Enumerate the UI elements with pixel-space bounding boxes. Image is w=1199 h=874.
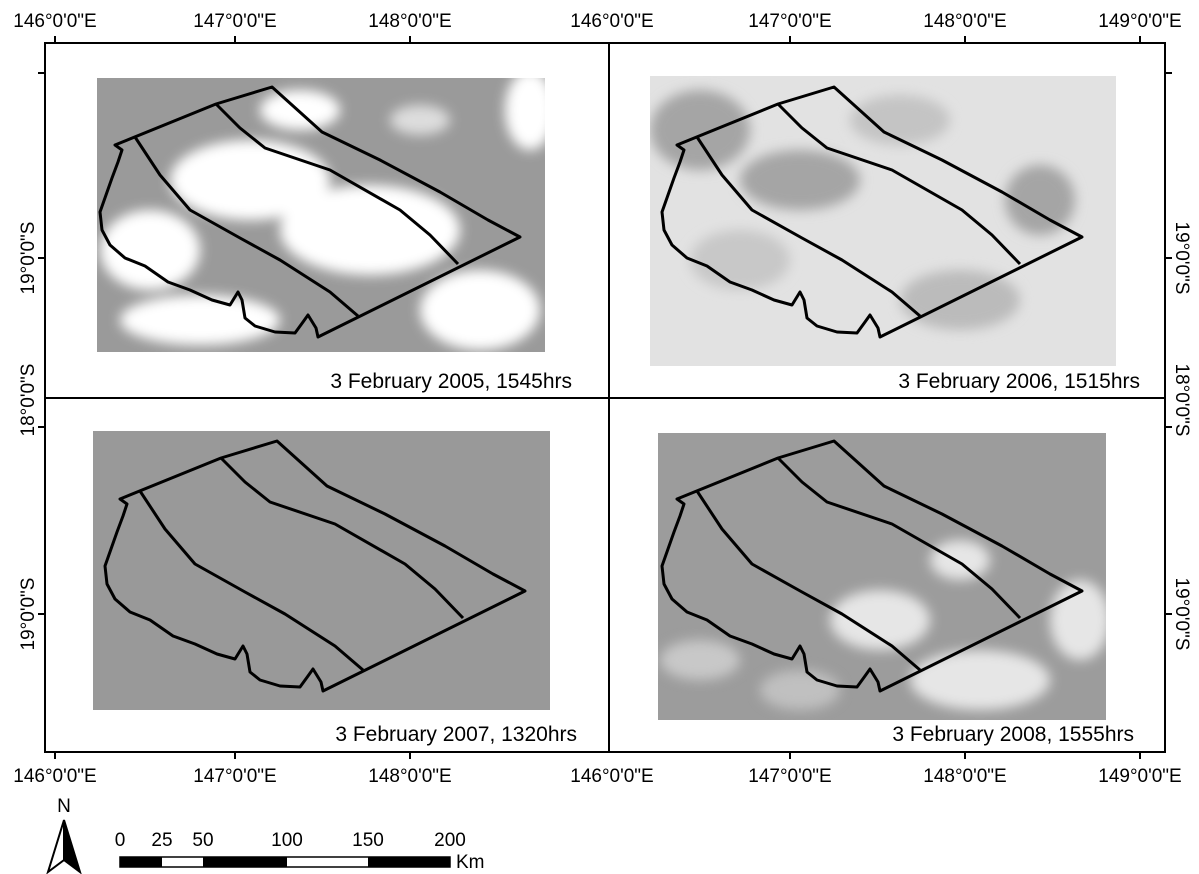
raster-2005 — [97, 78, 545, 352]
left-label: 19°0'0"S — [18, 222, 39, 295]
scale-bar: 0 25 50 100 150 200 Km — [115, 830, 485, 873]
top-label: 149°0'0"E — [1098, 11, 1181, 32]
frame — [38, 36, 1172, 759]
scale-label: 150 — [352, 830, 384, 851]
bottom-label: 147°0'0"E — [193, 766, 276, 787]
bottom-label: 149°0'0"E — [1098, 766, 1181, 787]
north-label: N — [57, 796, 71, 817]
scale-label: 50 — [192, 830, 213, 851]
top-label: 147°0'0"E — [193, 11, 276, 32]
top-label: 148°0'0"E — [368, 11, 451, 32]
scale-label: 0 — [115, 830, 126, 851]
bottom-label: 147°0'0"E — [748, 766, 831, 787]
right-label: 19°0'0"S — [1171, 578, 1192, 651]
top-label: 146°0'0"E — [570, 11, 653, 32]
raster-2006 — [650, 76, 1116, 366]
left-label: 18°0'0"S — [18, 364, 39, 437]
scale-label: 25 — [151, 830, 172, 851]
scale-unit: Km — [456, 852, 485, 873]
bottom-label: 146°0'0"E — [570, 766, 653, 787]
bottom-label: 148°0'0"E — [923, 766, 1006, 787]
panel-caption: 3 February 2006, 1515hrs — [898, 370, 1140, 393]
north-arrow: N — [46, 796, 82, 874]
right-label: 18°0'0"S — [1171, 364, 1192, 437]
right-label: 19°0'0"S — [1171, 222, 1192, 295]
scale-label: 100 — [271, 830, 303, 851]
bottom-label: 148°0'0"E — [368, 766, 451, 787]
scale-label: 200 — [434, 830, 466, 851]
left-label: 19°0'0"S — [18, 578, 39, 651]
panel-caption: 3 February 2007, 1320hrs — [335, 723, 577, 746]
panel-caption: 3 February 2005, 1545hrs — [330, 370, 572, 393]
raster-2007 — [93, 431, 550, 710]
bottom-label: 146°0'0"E — [13, 766, 96, 787]
top-label: 146°0'0"E — [13, 11, 96, 32]
raster-2008 — [658, 433, 1106, 720]
top-label: 148°0'0"E — [923, 11, 1006, 32]
top-label: 147°0'0"E — [748, 11, 831, 32]
panel-caption: 3 February 2008, 1555hrs — [892, 723, 1134, 746]
